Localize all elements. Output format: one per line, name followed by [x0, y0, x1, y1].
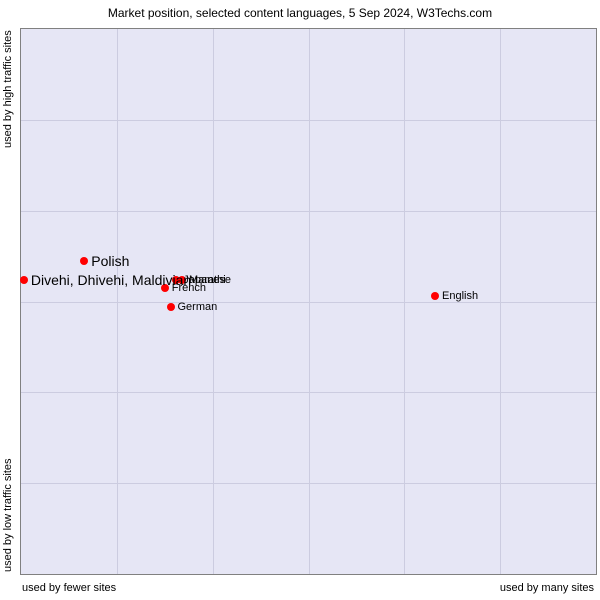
data-point: Polish: [80, 253, 129, 269]
gridline-vertical: [309, 29, 310, 574]
x-axis-label-left: used by fewer sites: [22, 582, 116, 594]
point-label: German: [178, 301, 218, 313]
data-point: English: [431, 290, 478, 302]
y-axis-label-top: used by high traffic sites: [2, 30, 14, 240]
gridline-vertical: [117, 29, 118, 574]
gridline-vertical: [404, 29, 405, 574]
point-label: Polish: [91, 253, 129, 269]
plot-area: EnglishGermanFrenchJapanesePolishMarathi…: [20, 28, 597, 575]
x-axis-label-right: used by many sites: [500, 582, 594, 594]
point-label: Marathi: [189, 274, 226, 286]
point-label: English: [442, 290, 478, 302]
point-marker: [80, 257, 88, 265]
gridline-vertical: [500, 29, 501, 574]
data-point: German: [167, 301, 218, 313]
chart-title: Market position, selected content langua…: [0, 6, 600, 20]
point-label: Divehi, Dhivehi, Maldivian: [31, 272, 191, 288]
chart-container: Market position, selected content langua…: [0, 0, 600, 600]
point-marker: [167, 303, 175, 311]
point-marker: [20, 276, 28, 284]
y-axis-label-bottom: used by low traffic sites: [2, 362, 14, 572]
point-marker: [431, 292, 439, 300]
data-point: Divehi, Dhivehi, Maldivian: [20, 272, 191, 288]
